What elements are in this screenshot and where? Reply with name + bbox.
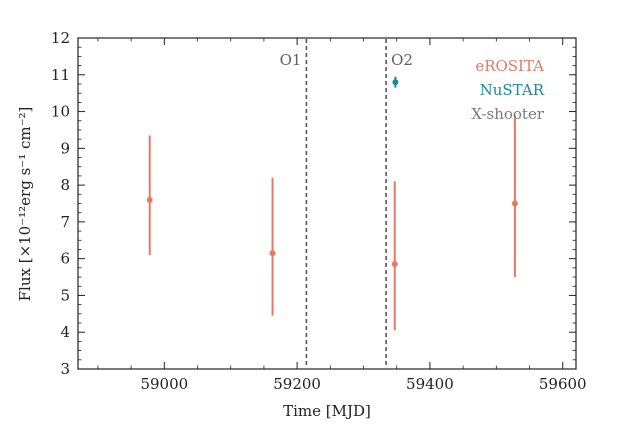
- observation-label-o1: O1: [280, 51, 302, 69]
- y-tick-label: 5: [60, 286, 70, 304]
- y-axis-label: Flux [×10⁻¹²erg s⁻¹ cm⁻²]: [16, 107, 34, 302]
- x-tick-label: 59400: [406, 375, 454, 393]
- data-points: [146, 76, 518, 331]
- legend: eROSITA NuSTAR X-shooter: [471, 57, 545, 123]
- erosita-point: [269, 250, 276, 257]
- y-tick-label: 8: [60, 176, 70, 194]
- x-tick-label: 59200: [273, 375, 321, 393]
- x-tick-label: 59600: [539, 375, 587, 393]
- nustar-point: [392, 79, 399, 86]
- y-tick-label: 3: [60, 360, 70, 378]
- legend-entry-nustar: NuSTAR: [480, 81, 545, 99]
- erosita-point: [511, 200, 518, 207]
- y-tick-label: 12: [51, 29, 70, 47]
- erosita-point: [391, 261, 398, 268]
- y-tick-label: 6: [60, 250, 70, 268]
- y-tick-label: 11: [51, 66, 70, 84]
- erosita-point: [146, 196, 153, 203]
- axis-ticks: 3 4 5 6 7 8 9 10 11 12 59000 59200 59400 59600: [51, 29, 587, 393]
- legend-entry-x-shooter: X-shooter: [471, 105, 545, 123]
- x-axis-label: Time [MJD]: [283, 402, 371, 420]
- observation-markers: O1 O2: [280, 39, 413, 368]
- y-tick-label: 9: [60, 139, 70, 157]
- y-tick-label: 4: [60, 323, 70, 341]
- x-tick-label: 59000: [140, 375, 188, 393]
- legend-entry-erosita: eROSITA: [475, 57, 544, 75]
- y-tick-label: 10: [51, 103, 70, 121]
- observation-label-o2: O2: [391, 51, 413, 69]
- y-tick-label: 7: [60, 213, 70, 231]
